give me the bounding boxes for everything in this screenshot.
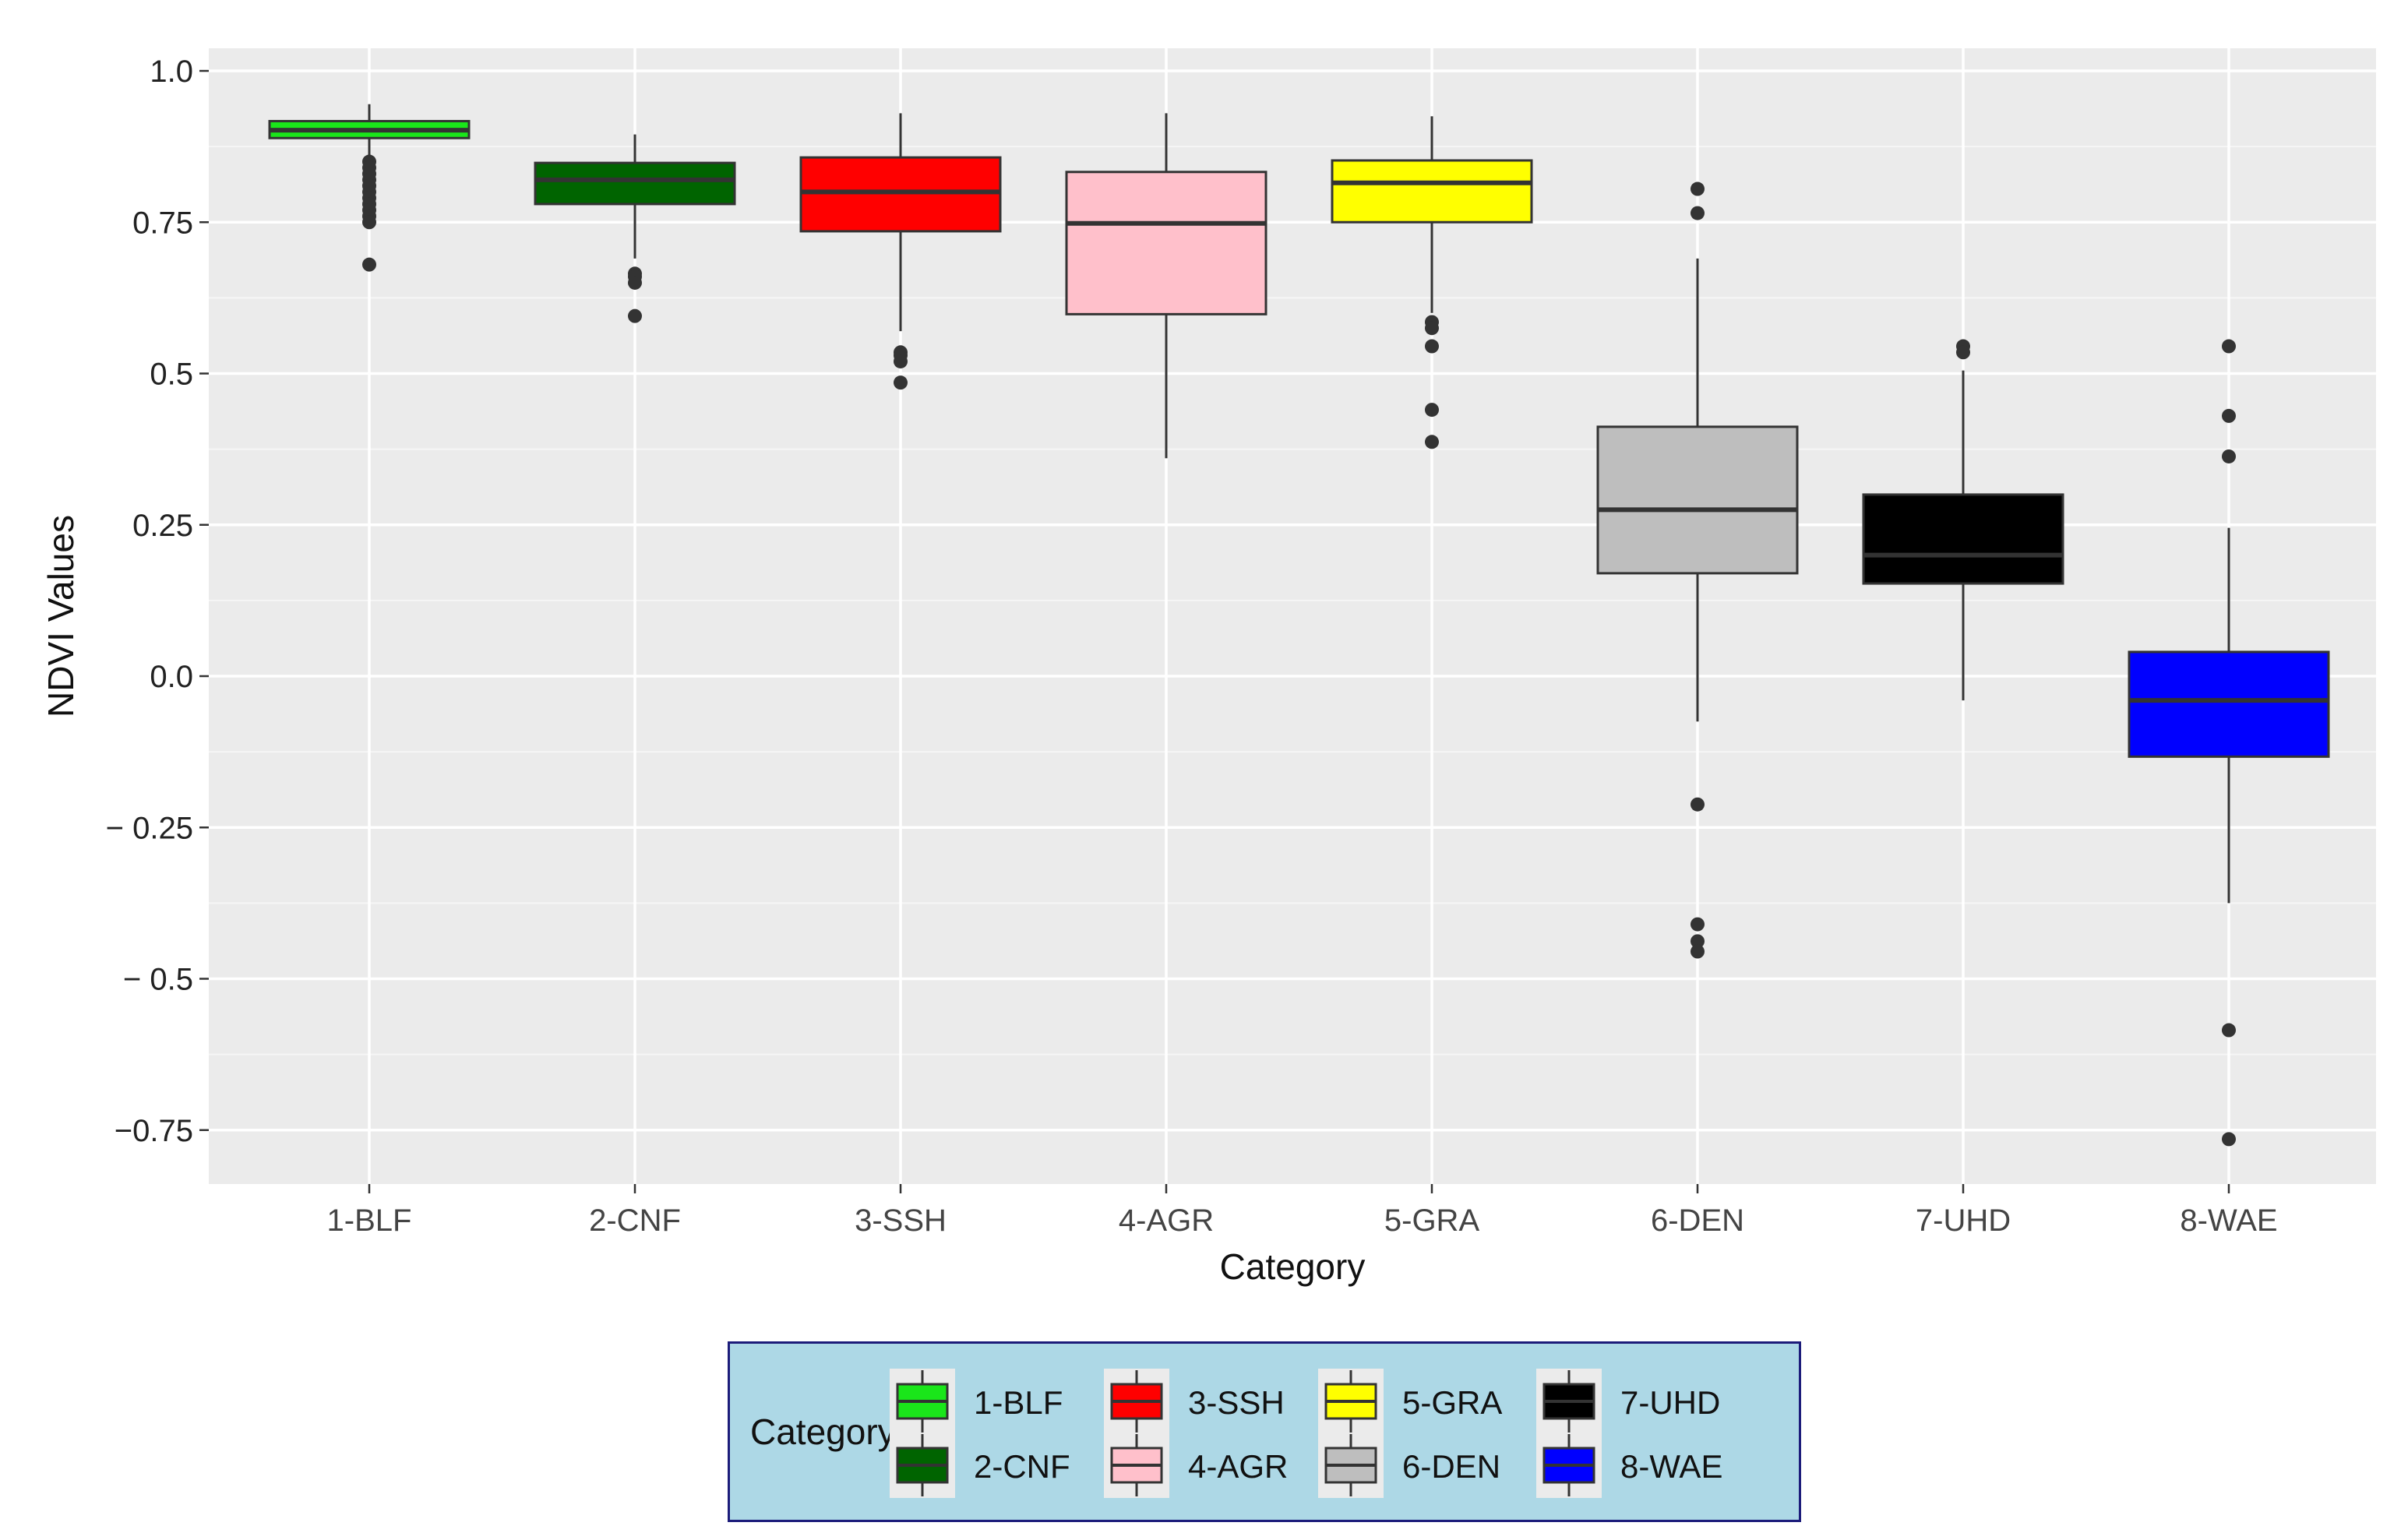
legend-label: 6-DEN: [1402, 1448, 1501, 1485]
outlier-point: [2222, 339, 2236, 354]
outlier-point: [1956, 345, 1970, 360]
box-layer: [268, 104, 2330, 1147]
y-tick-label: 0.0: [150, 660, 193, 694]
iqr-box: [534, 161, 736, 206]
outlier-point: [2222, 449, 2236, 463]
box-2-CNF: [534, 134, 736, 323]
outlier-point: [362, 215, 376, 230]
legend-key-glyph: [1324, 1370, 1377, 1433]
legend-label: 2-CNF: [974, 1448, 1070, 1485]
outlier-point: [628, 275, 642, 290]
legend-label: 4-AGR: [1188, 1448, 1289, 1485]
x-tick-label: 3-SSH: [855, 1203, 947, 1238]
legend-key-4-AGR: [1104, 1433, 1169, 1498]
iqr-box: [1862, 493, 2064, 585]
legend-key-glyph: [1110, 1370, 1163, 1433]
outlier-point: [1425, 435, 1439, 449]
outlier-point: [1425, 403, 1439, 418]
outlier-point: [2222, 408, 2236, 423]
x-tick-label: 1-BLF: [327, 1203, 412, 1238]
legend-key-1-BLF: [890, 1369, 955, 1434]
x-tick-label: 7-UHD: [1916, 1203, 2011, 1238]
outlier-point: [1691, 797, 1705, 812]
outlier-point: [628, 308, 642, 323]
iqr-box: [2128, 650, 2330, 758]
y-tick-label: 0.5: [150, 358, 193, 392]
outlier-point: [1425, 321, 1439, 336]
legend-key-3-SSH: [1104, 1369, 1169, 1434]
outlier-point: [1691, 944, 1705, 959]
box-7-UHD: [1862, 339, 2064, 701]
legend-key-8-WAE: [1536, 1433, 1602, 1498]
legend-key-glyph: [1542, 1434, 1595, 1496]
legend-title: Category: [750, 1411, 896, 1452]
y-tick-label: −0.75: [115, 1114, 193, 1148]
x-tick-label: 5-GRA: [1384, 1203, 1480, 1238]
x-tick-label: 4-AGR: [1119, 1203, 1214, 1238]
iqr-box: [1065, 171, 1267, 315]
legend-key-2-CNF: [890, 1433, 955, 1498]
legend-key-glyph: [896, 1434, 949, 1496]
outlier-point: [1691, 917, 1705, 932]
legend-key-6-DEN: [1318, 1433, 1384, 1498]
legend-label: 8-WAE: [1620, 1448, 1723, 1485]
box-8-WAE: [2128, 339, 2330, 1147]
box-1-BLF: [268, 104, 471, 272]
iqr-box: [1596, 425, 1799, 575]
x-axis: 1-BLF 2-CNF 3-SSH 4-AGR 5-GRA 6-DEN 7-UHD 8-WAE: [327, 1184, 2278, 1238]
outlier-point: [1691, 206, 1705, 220]
legend-key-7-UHD: [1536, 1369, 1602, 1434]
x-tick-label: 8-WAE: [2180, 1203, 2277, 1238]
box-5-GRA: [1331, 116, 1533, 449]
legend-label: 7-UHD: [1620, 1384, 1721, 1421]
legend: Category 1-BLF 2-CNF 3-SSH 4-AGR 5-GRA 6-DEN 7…: [728, 1341, 1801, 1522]
outlier-point: [2222, 1132, 2236, 1147]
y-axis-title: NDVI Values: [41, 515, 81, 717]
outlier-point: [894, 375, 908, 390]
legend-key-glyph: [1542, 1370, 1595, 1433]
box-3-SSH: [799, 113, 1002, 390]
y-axis: 1.0 0.75 0.5 0.25 0.0 − 0.25 − 0.5 −0.75: [106, 55, 209, 1148]
y-tick-label: 1.0: [150, 55, 193, 89]
legend-key-glyph: [1324, 1434, 1377, 1496]
iqr-box: [799, 156, 1002, 233]
outlier-point: [362, 257, 376, 272]
outlier-point: [894, 354, 908, 368]
plot-panel: [209, 48, 2376, 1184]
boxplot-chart: 1.0 0.75 0.5 0.25 0.0 − 0.25 − 0.5 −0.75 1-BLF 2…: [41, 48, 2376, 1287]
x-tick-label: 6-DEN: [1651, 1203, 1744, 1238]
x-axis-title: Category: [1220, 1246, 1366, 1287]
box-4-AGR: [1065, 113, 1267, 459]
legend-label: 3-SSH: [1188, 1384, 1285, 1421]
iqr-box: [1331, 159, 1533, 224]
outlier-point: [1691, 934, 1705, 949]
y-tick-label: − 0.25: [106, 811, 193, 845]
outlier-point: [2222, 1023, 2236, 1038]
legend-key-5-GRA: [1318, 1369, 1384, 1434]
outlier-point: [1691, 181, 1705, 196]
legend-key-glyph: [896, 1370, 949, 1433]
x-tick-label: 2-CNF: [589, 1203, 681, 1238]
legend-key-glyph: [1110, 1434, 1163, 1496]
grid-lines: [209, 48, 2376, 1184]
y-tick-label: − 0.5: [123, 963, 193, 997]
box-6-DEN: [1596, 181, 1799, 959]
y-tick-label: 0.75: [132, 206, 193, 240]
legend-label: 5-GRA: [1402, 1384, 1503, 1421]
legend-label: 1-BLF: [974, 1384, 1063, 1421]
y-tick-label: 0.25: [132, 509, 193, 543]
outlier-point: [1425, 339, 1439, 354]
